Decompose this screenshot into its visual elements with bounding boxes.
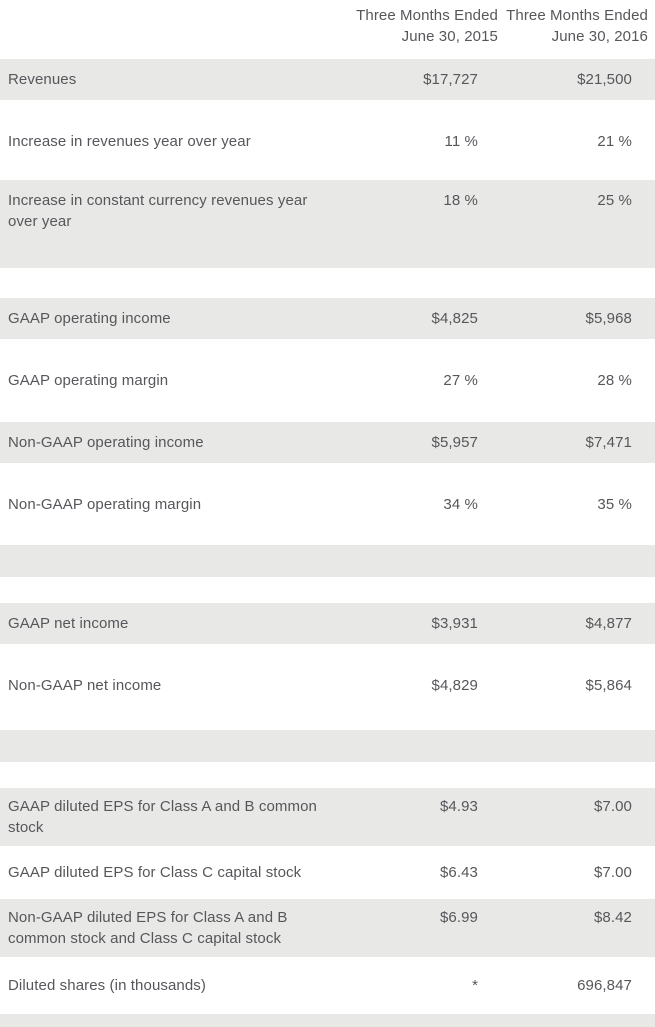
row-label: Increase in revenues year over year [8,133,251,150]
value-2015: $3,931 [431,615,478,632]
value-2015: $6.99 [439,909,478,926]
row-label: Revenues [8,71,77,88]
value-2015: $6.43 [439,864,478,881]
value-2015: 34 % [443,496,478,513]
table-row-non-gaap-operating-margin: Non-GAAP operating margin 34 % 35 % [0,484,655,525]
table-row-non-gaap-operating-income: Non-GAAP operating income $5,957 $7,471 [0,422,655,463]
table-row-non-gaap-net-income: Non-GAAP net income $4,829 $5,864 [0,665,655,706]
table-header: Three Months Ended June 30, 2015 Three M… [0,0,655,47]
row-label: Non-GAAP net income [8,677,162,694]
row-label: Diluted shares (in thousands) [8,977,207,994]
value-2016: $21,500 [577,71,632,88]
value-2016: $7.00 [593,864,632,881]
table-spacer-stripe [0,730,655,762]
row-label: Non-GAAP operating income [8,434,204,451]
column-header-2015-line1: Three Months Ended [356,7,498,24]
column-header-2015-line2: June 30, 2015 [401,28,498,45]
row-label: Increase in constant currency revenues y… [8,192,308,230]
value-2015: 18 % [443,192,478,209]
row-label: Non-GAAP diluted EPS for Class A and B c… [8,909,288,947]
table-row-gaap-operating-margin: GAAP operating margin 27 % 28 % [0,360,655,401]
column-header-2016-line1: Three Months Ended [506,7,648,24]
row-label: GAAP operating income [8,310,171,327]
column-header-2016: Three Months Ended June 30, 2016 [498,5,648,47]
value-2016: 28 % [597,372,632,389]
value-2015: $5,957 [431,434,478,451]
value-2016: 35 % [597,496,632,513]
table-row-non-gaap-diluted-eps: Non-GAAP diluted EPS for Class A and B c… [0,899,655,957]
value-2016: 696,847 [577,977,632,994]
value-2016: $4,877 [585,615,632,632]
row-label: GAAP diluted EPS for Class C capital sto… [8,864,302,881]
table-row-gaap-diluted-eps-class-ab: GAAP diluted EPS for Class A and B commo… [0,788,655,846]
value-2016: 21 % [597,133,632,150]
row-label: Non-GAAP operating margin [8,496,202,513]
value-2016: $7,471 [585,434,632,451]
value-2015: $4,825 [431,310,478,327]
row-label: GAAP net income [8,615,129,632]
value-2015: 27 % [443,372,478,389]
table-row-revenues: Revenues $17,727 $21,500 [0,59,655,100]
value-2016: $5,968 [585,310,632,327]
value-2015: * [472,977,478,994]
column-header-2015: Three Months Ended June 30, 2015 [348,5,498,47]
table-row-constant-currency-increase: Increase in constant currency revenues y… [0,180,655,268]
value-2015: $17,727 [423,71,478,88]
row-label: GAAP operating margin [8,372,169,389]
value-2016: 25 % [597,192,632,209]
table-spacer-stripe [0,1014,655,1027]
table-row-diluted-shares: Diluted shares (in thousands) * 696,847 [0,965,655,1006]
value-2016: $7.00 [593,798,632,815]
row-label: GAAP diluted EPS for Class A and B commo… [8,798,317,836]
table-row-gaap-net-income: GAAP net income $3,931 $4,877 [0,603,655,644]
value-2015: 11 % [444,133,478,150]
column-header-2016-line2: June 30, 2016 [551,28,648,45]
table-row-gaap-diluted-eps-class-c: GAAP diluted EPS for Class C capital sto… [0,852,655,893]
value-2015: $4,829 [431,677,478,694]
value-2015: $4.93 [439,798,478,815]
table-row-revenue-increase: Increase in revenues year over year 11 %… [0,121,655,162]
table-spacer-stripe [0,545,655,577]
value-2016: $8.42 [593,909,632,926]
value-2016: $5,864 [585,677,632,694]
table-row-gaap-operating-income: GAAP operating income $4,825 $5,968 [0,298,655,339]
